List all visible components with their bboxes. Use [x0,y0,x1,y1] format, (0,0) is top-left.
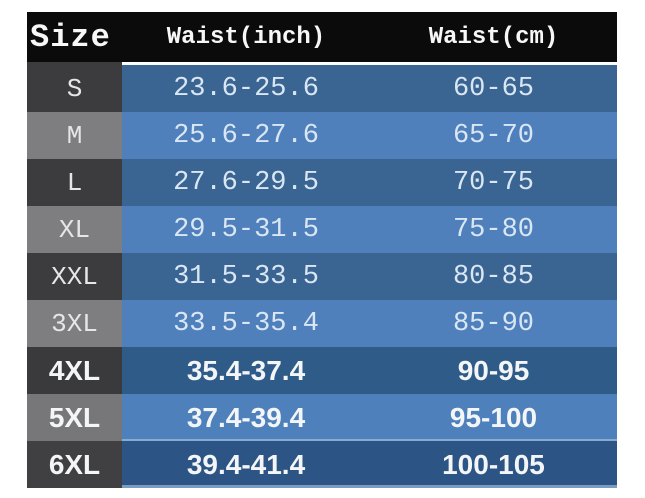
size-cell: XXL [27,253,122,300]
waist-cm-cell: 90-95 [370,347,617,394]
waist-inch-cell: 33.5-35.4 [122,300,370,347]
waist-inch-cell: 37.4-39.4 [122,394,370,441]
size-cell: M [27,112,122,159]
waist-cm-cell: 85-90 [370,300,617,347]
waist-inch-cell: 25.6-27.6 [122,112,370,159]
waist-cm-cell: 65-70 [370,112,617,159]
size-cell: 5XL [27,394,122,441]
waist-cm-cell: 95-100 [370,394,617,441]
waist-cm-cell: 75-80 [370,206,617,253]
waist-inch-cell: 27.6-29.5 [122,159,370,206]
waist-cm-cell: 100-105 [370,441,617,488]
waist-cm-cell: 60-65 [370,65,617,112]
size-cell: S [27,65,122,112]
waist-cm-cell: 80-85 [370,253,617,300]
size-cell: 3XL [27,300,122,347]
waist-inch-cell: 39.4-41.4 [122,441,370,488]
column-header-waist-cm: Waist(cm) [370,12,617,65]
size-chart-table: Size Waist(inch) Waist(cm) S 23.6-25.6 6… [27,12,617,488]
waist-inch-cell: 29.5-31.5 [122,206,370,253]
size-cell: L [27,159,122,206]
waist-inch-cell: 31.5-33.5 [122,253,370,300]
size-cell: 4XL [27,347,122,394]
size-cell: XL [27,206,122,253]
column-header-size: Size [27,12,122,65]
waist-cm-cell: 70-75 [370,159,617,206]
size-cell: 6XL [27,441,122,488]
column-header-waist-inch: Waist(inch) [122,12,370,65]
waist-inch-cell: 23.6-25.6 [122,65,370,112]
waist-inch-cell: 35.4-37.4 [122,347,370,394]
